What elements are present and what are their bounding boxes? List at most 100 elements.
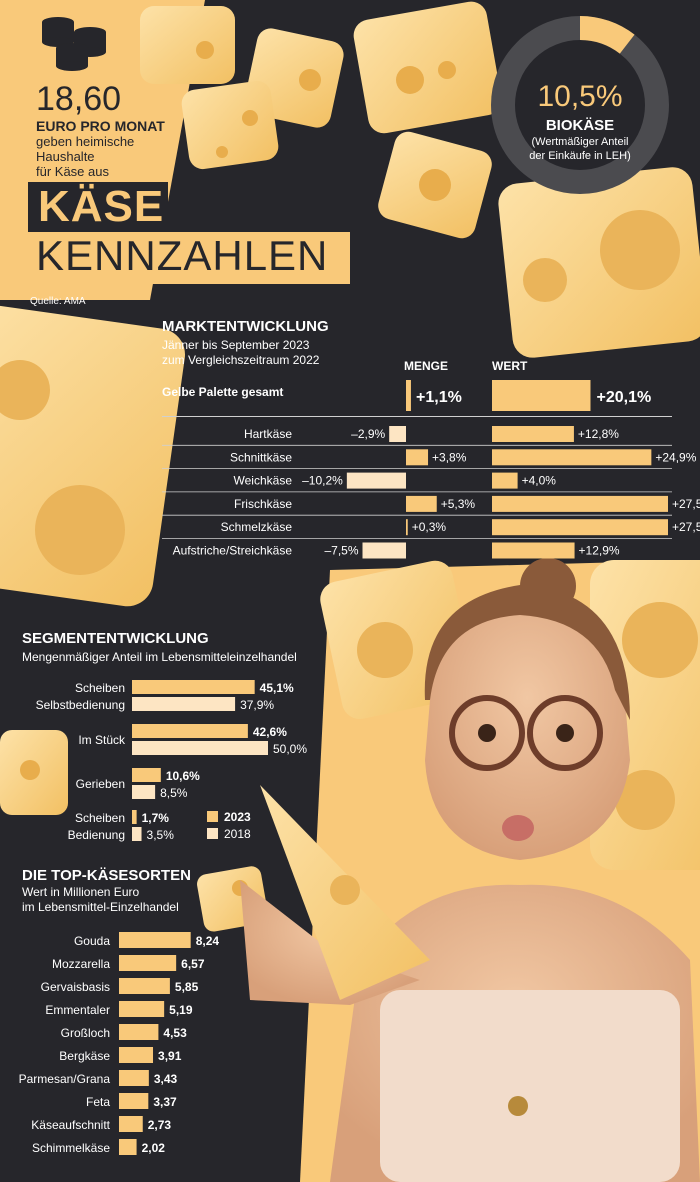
value-label: 2,02 xyxy=(142,1141,166,1155)
market-subtitle: Jänner bis September 2023 xyxy=(162,338,310,352)
bar-menge xyxy=(406,495,437,512)
bar-menge xyxy=(346,472,406,489)
value-label: 2,73 xyxy=(148,1118,172,1132)
label-2023: 10,6% xyxy=(166,769,200,783)
amount-desc-line: für Käse aus xyxy=(36,164,109,179)
bar-wert xyxy=(492,519,668,536)
value-label: 5,85 xyxy=(175,980,199,994)
title-box-1 xyxy=(28,182,168,232)
label-2023: 42,6% xyxy=(253,725,287,739)
bar-2023 xyxy=(132,680,255,694)
category-label: Im Stück xyxy=(78,733,126,747)
bio-label: BIOKÄSE xyxy=(545,117,615,134)
value-label: 8,24 xyxy=(196,934,220,948)
bio-desc-line: der Einkäufe in LEH) xyxy=(529,150,631,162)
category-label: Feta xyxy=(86,1095,110,1109)
cheese-cube-4 xyxy=(353,1,502,134)
label-2018: 37,9% xyxy=(240,698,274,712)
category-label: Schnittkäse xyxy=(230,450,292,464)
label-wert: +4,0% xyxy=(522,474,557,488)
legend-label-2023: 2023 xyxy=(224,810,251,824)
donut-bio-arc xyxy=(579,16,635,54)
bar-menge-total xyxy=(406,380,411,411)
category-label: Frischkäse xyxy=(234,497,292,511)
coins-icon xyxy=(42,17,106,71)
category-label: Selbstbedienung xyxy=(36,698,125,712)
bar-2023 xyxy=(132,768,161,782)
segment-chart: 45,1% 37,9% Scheiben Selbstbedienung 42,6% 50… xyxy=(36,680,307,842)
cheese-cube-3 xyxy=(181,80,279,170)
top-title: DIE TOP-KÄSESORTEN xyxy=(22,867,191,884)
label-menge: +3,8% xyxy=(432,450,467,464)
label-menge: +0,3% xyxy=(412,520,447,534)
cheese-cube-10 xyxy=(0,730,68,815)
source-note: Quelle: AMA xyxy=(30,296,86,307)
value-label: 6,57 xyxy=(181,957,205,971)
value-label: 5,19 xyxy=(169,1003,193,1017)
bar-2018 xyxy=(132,697,236,711)
segment-title: SEGMENTENTWICKLUNG xyxy=(22,630,209,647)
label-wert: +24,9% xyxy=(655,450,696,464)
segment-subtitle: Mengenmäßiger Anteil im Lebensmitteleinz… xyxy=(22,650,297,664)
label-menge: –2,9% xyxy=(351,427,385,441)
amount-desc-line: geben heimische xyxy=(36,134,135,149)
legend-swatch-2023 xyxy=(207,811,218,822)
category-label: Parmesan/Grana xyxy=(19,1072,111,1086)
category-label: Schmelzkäse xyxy=(221,520,293,534)
value-label: 3,43 xyxy=(154,1072,178,1086)
bar-wert xyxy=(492,495,668,512)
label-2018: 3,5% xyxy=(147,828,175,842)
bar-2018 xyxy=(132,741,268,755)
bar-value xyxy=(119,932,191,948)
bio-donut xyxy=(491,16,669,194)
label-wert: +27,5% xyxy=(672,520,700,534)
label-2023: 45,1% xyxy=(260,681,294,695)
total-label: Gelbe Palette gesamt xyxy=(162,385,284,399)
page-title: KÄSE xyxy=(38,182,165,231)
bar-2023 xyxy=(132,810,137,824)
cheese-cube-1 xyxy=(140,6,235,84)
category-label: Schimmelkäse xyxy=(32,1141,110,1155)
bar-menge xyxy=(406,449,429,466)
bar-value xyxy=(119,1024,159,1040)
amount-desc-line: Haushalte xyxy=(36,149,95,164)
bar-menge xyxy=(406,519,408,536)
top-subtitle: im Lebensmittel-Einzelhandel xyxy=(22,900,179,914)
bar-value xyxy=(119,1139,137,1155)
category-label: Emmentaler xyxy=(45,1003,110,1017)
bar-wert xyxy=(492,472,518,489)
label-menge: –7,5% xyxy=(324,544,358,558)
cheese-cube-7 xyxy=(0,303,185,607)
label-2018: 50,0% xyxy=(273,742,307,756)
amount-value: 18,60 xyxy=(36,80,122,118)
menge-header: MENGE xyxy=(404,359,449,373)
bio-desc-line: (Wertmäßiger Anteil xyxy=(531,136,629,148)
category-label: Aufstriche/Streichkäse xyxy=(173,544,293,558)
category-label: Käseaufschnitt xyxy=(31,1118,110,1132)
label-wert-total: +20,1% xyxy=(596,389,651,406)
bar-2018 xyxy=(132,827,142,841)
cheese-cube-5 xyxy=(378,131,492,239)
category-label: Gerieben xyxy=(76,777,125,791)
legend-swatch-2018 xyxy=(207,828,218,839)
market-chart: +1,1% +20,1% Hartkäse –2,9% +12,8% Schnittkäs… xyxy=(162,380,700,559)
label-wert: +12,8% xyxy=(578,427,619,441)
page-subtitle: KENNZAHLEN xyxy=(36,232,329,279)
value-label: 4,53 xyxy=(163,1026,187,1040)
amount-unit: EURO PRO MONAT xyxy=(36,118,165,134)
cheese-cube-6 xyxy=(498,167,700,358)
category-label: Gervaisbasis xyxy=(41,980,110,994)
top-chart: Gouda 8,24 Mozzarella 6,57 Gervaisbasis 5,85 E… xyxy=(19,932,220,1155)
category-label: Gouda xyxy=(74,934,110,948)
bar-2023 xyxy=(132,724,248,738)
category-label: Scheiben xyxy=(75,681,125,695)
value-label: 3,37 xyxy=(153,1095,177,1109)
bar-wert xyxy=(492,426,574,442)
label-2018: 8,5% xyxy=(160,786,188,800)
category-label: Weichkäse xyxy=(234,474,293,488)
title-box-2 xyxy=(28,232,350,284)
category-label: Mozzarella xyxy=(52,957,110,971)
market-subtitle: zum Vergleichszeitraum 2022 xyxy=(162,353,320,367)
